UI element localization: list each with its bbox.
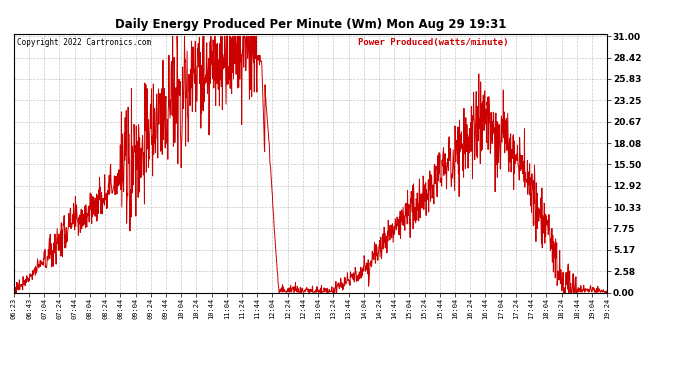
Text: Copyright 2022 Cartronics.com: Copyright 2022 Cartronics.com (17, 38, 151, 46)
Title: Daily Energy Produced Per Minute (Wm) Mon Aug 29 19:31: Daily Energy Produced Per Minute (Wm) Mo… (115, 18, 506, 31)
Text: Power Produced(watts/minute): Power Produced(watts/minute) (358, 38, 509, 46)
